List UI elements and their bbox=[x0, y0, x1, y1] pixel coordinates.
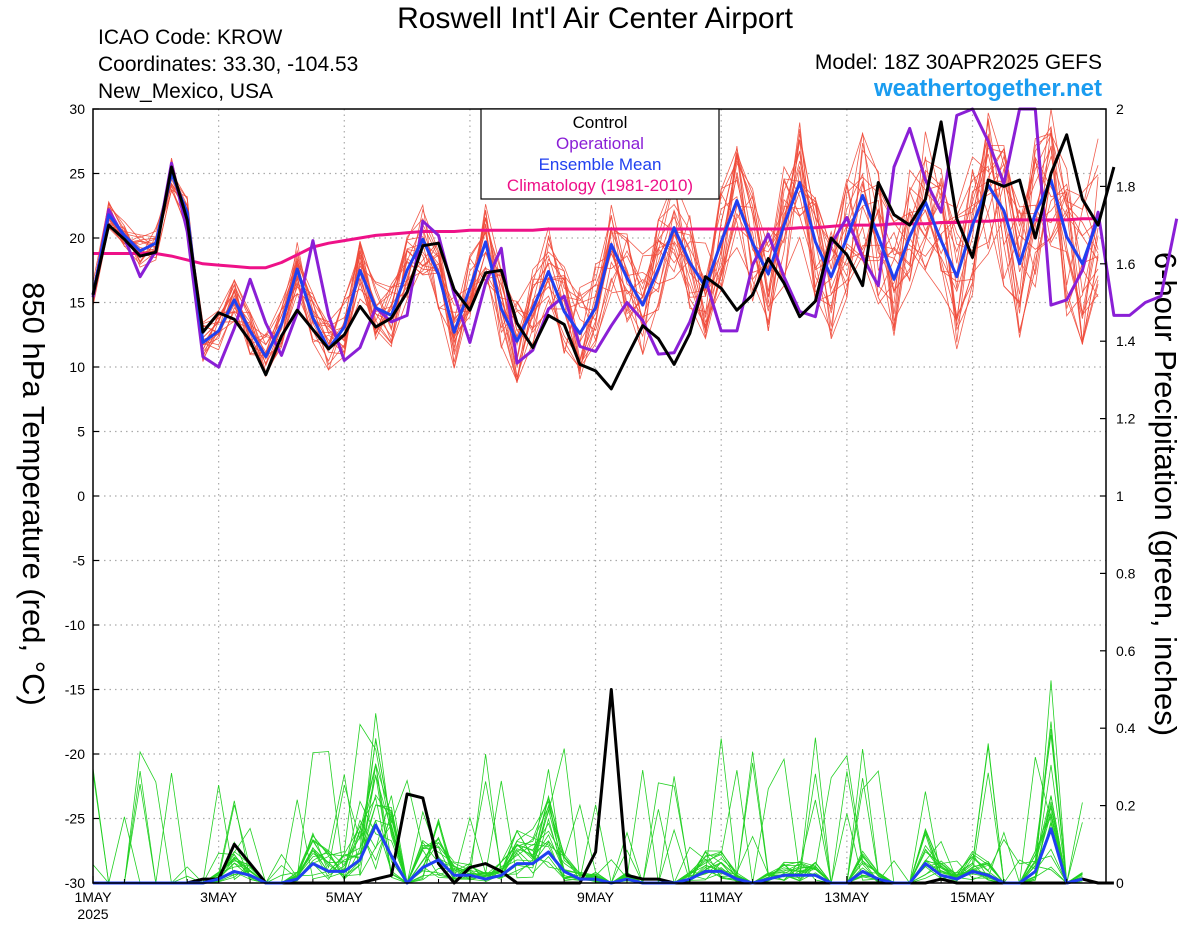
y-right-tick-label: 0.6 bbox=[1116, 643, 1136, 659]
icao-code: ICAO Code: KROW bbox=[98, 26, 283, 49]
y-right-tick-label: 0.8 bbox=[1116, 565, 1136, 581]
x-year-label: 2025 bbox=[77, 906, 108, 922]
y-left-tick-label: 15 bbox=[69, 295, 85, 311]
legend-box bbox=[480, 108, 720, 200]
y-left-tick-label: 0 bbox=[77, 488, 85, 504]
x-tick-label: 5MAY bbox=[326, 889, 364, 905]
coordinates: Coordinates: 33.30, -104.53 bbox=[98, 53, 359, 76]
x-tick-label: 13MAY bbox=[824, 889, 870, 905]
y-left-tick-label: 5 bbox=[77, 424, 85, 440]
location: New_Mexico, USA bbox=[98, 80, 274, 103]
x-tick-label: 7MAY bbox=[451, 889, 489, 905]
precipitation-line-ensemble-mean bbox=[93, 823, 1083, 885]
y-left-tick-label: -20 bbox=[65, 746, 85, 762]
temperature-member-line bbox=[92, 133, 1099, 369]
temperature-line-control bbox=[91, 120, 1116, 391]
y-left-tick-label: -15 bbox=[65, 682, 85, 698]
legend-entry-ensemble-mean: Ensemble Mean bbox=[539, 155, 662, 174]
y-right-tick-label: 1.8 bbox=[1116, 178, 1136, 194]
y-right-tick-label: 1.4 bbox=[1116, 333, 1136, 349]
legend: Control Operational Ensemble Mean Climatolo… bbox=[480, 108, 720, 200]
y-right-tick-label: 1.6 bbox=[1116, 256, 1136, 272]
y-right-tick-label: 1.2 bbox=[1116, 411, 1136, 427]
x-tick-label: 11MAY bbox=[699, 889, 743, 905]
y-left-tick-label: -30 bbox=[65, 875, 85, 891]
chart-title: Roswell Int'l Air Center Airport bbox=[397, 2, 793, 35]
model-label: Model: 18Z 30APR2025 GEFS bbox=[814, 51, 1102, 74]
temperature-member-line bbox=[92, 125, 1099, 371]
precipitation-line-control bbox=[93, 688, 1114, 885]
x-tick-label: 15MAY bbox=[950, 889, 996, 905]
y-right-tick-label: 2 bbox=[1116, 101, 1124, 117]
temperature-line-ensemble-mean bbox=[91, 172, 1100, 359]
temperature-line-climatology-1981-2010 bbox=[93, 217, 1099, 270]
legend-entry-operational: Operational bbox=[556, 134, 644, 153]
y-right-tick-label: 0 bbox=[1116, 875, 1124, 891]
axes: -30-25-20-15-10-505101520253000.20.40.60… bbox=[65, 101, 1136, 922]
y-left-tick-label: 20 bbox=[69, 230, 85, 246]
temperature-member-line bbox=[92, 134, 1099, 361]
temperature-member-line bbox=[92, 109, 1099, 375]
website-label: weathertogether.net bbox=[873, 75, 1102, 102]
temperature-member-line bbox=[92, 121, 1099, 356]
x-tick-label: 9MAY bbox=[577, 889, 615, 905]
y-left-tick-label: -5 bbox=[73, 553, 86, 569]
y-left-tick-label: 30 bbox=[69, 101, 85, 117]
x-tick-label: 3MAY bbox=[200, 889, 238, 905]
y-left-tick-label: -10 bbox=[65, 617, 85, 633]
y-right-tick-label: 0.2 bbox=[1116, 798, 1136, 814]
y-right-tick-label: 1 bbox=[1116, 488, 1124, 504]
y-left-tick-label: -25 bbox=[65, 811, 85, 827]
x-tick-label: 1MAY bbox=[74, 889, 112, 905]
legend-entry-control: Control bbox=[573, 113, 628, 132]
legend-entry-climatology-1981-2010: Climatology (1981-2010) bbox=[507, 176, 693, 195]
series-lines bbox=[91, 107, 1179, 885]
y-left-tick-label: 25 bbox=[69, 166, 85, 182]
y-left-tick-label: 10 bbox=[69, 359, 85, 375]
y-right-tick-label: 0.4 bbox=[1116, 720, 1136, 736]
